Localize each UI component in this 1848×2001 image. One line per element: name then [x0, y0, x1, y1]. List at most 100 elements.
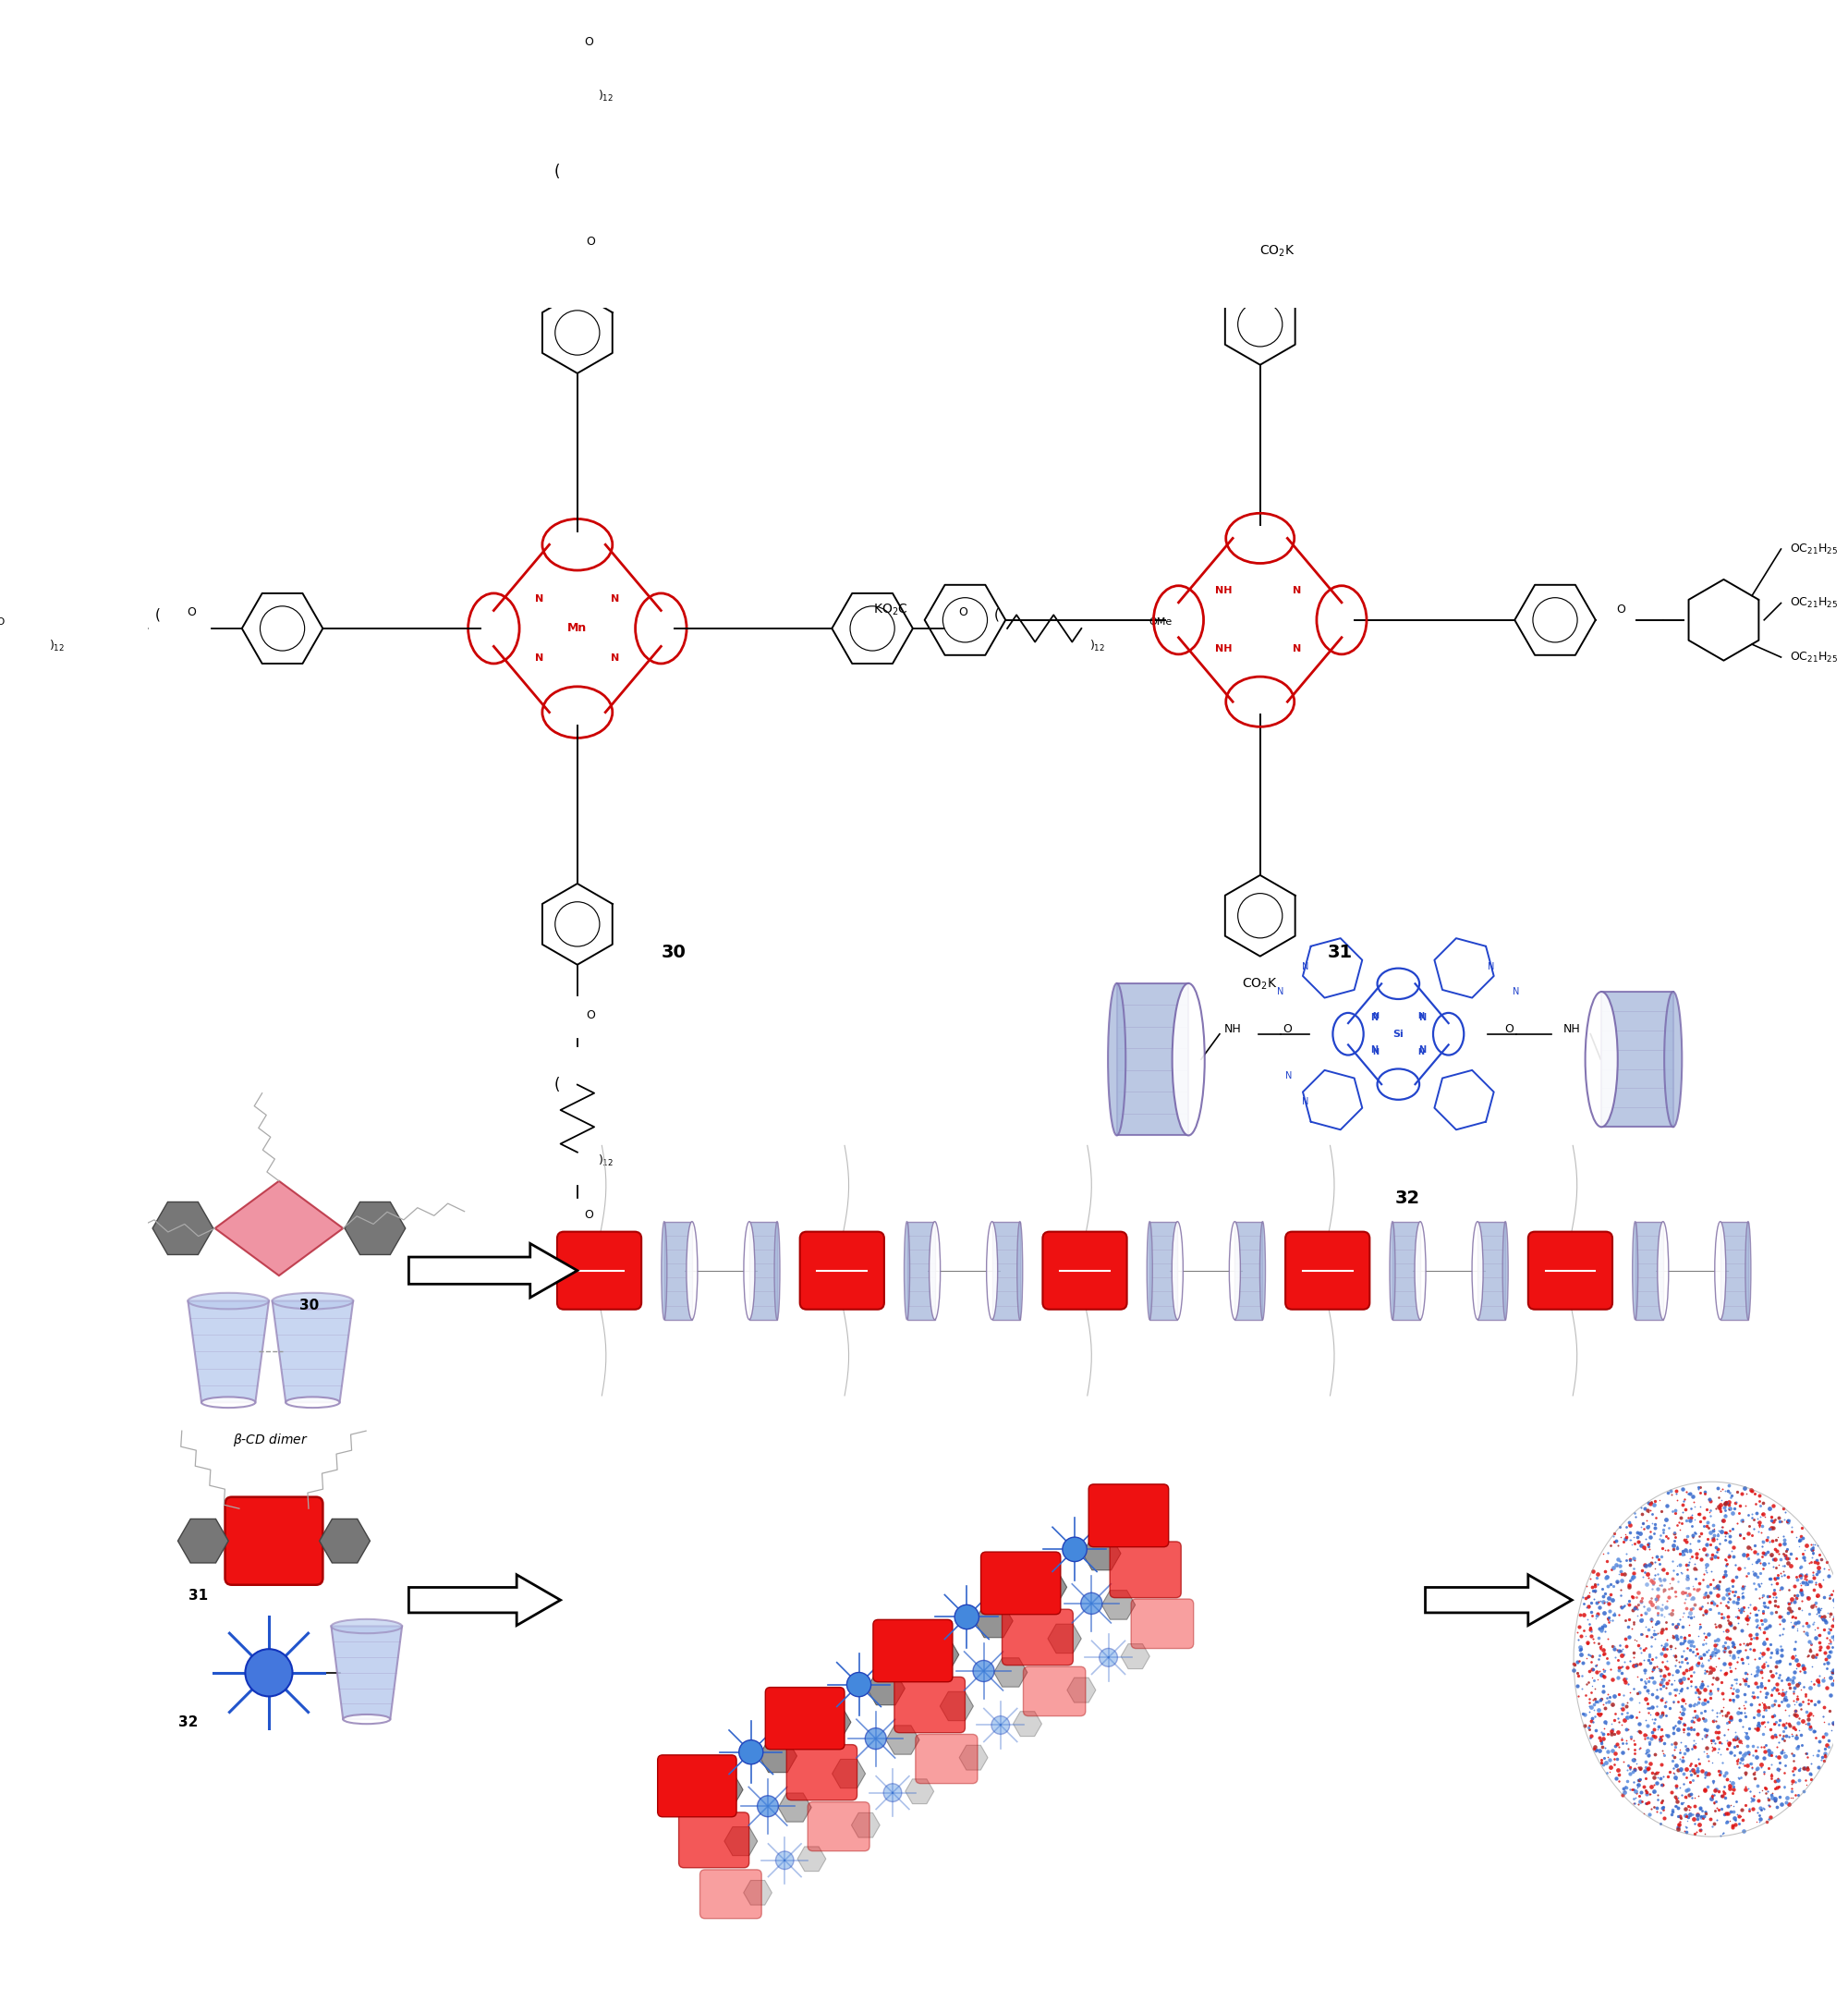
Text: 32: 32 [1395, 1189, 1419, 1207]
Polygon shape [1478, 1221, 1506, 1319]
Ellipse shape [1715, 1221, 1726, 1319]
Polygon shape [907, 1221, 935, 1319]
Text: N: N [536, 654, 543, 662]
Circle shape [974, 1661, 994, 1681]
Polygon shape [1392, 1221, 1421, 1319]
Circle shape [1063, 1537, 1087, 1561]
Text: Si: Si [1393, 1029, 1404, 1039]
FancyArrow shape [408, 1575, 560, 1625]
Text: 30: 30 [299, 1299, 320, 1313]
Text: 32: 32 [177, 1715, 198, 1729]
Text: 30: 30 [662, 944, 686, 962]
Text: N: N [612, 654, 619, 662]
Ellipse shape [1665, 992, 1682, 1127]
Circle shape [955, 1605, 979, 1629]
Polygon shape [1720, 1221, 1748, 1319]
Text: 31: 31 [1327, 944, 1353, 962]
Text: Mn: Mn [567, 622, 588, 634]
Circle shape [1081, 1593, 1101, 1615]
Polygon shape [1149, 1221, 1177, 1319]
Ellipse shape [1416, 1221, 1427, 1319]
Text: O: O [1504, 1023, 1514, 1035]
Text: N: N [1371, 1047, 1379, 1055]
Text: OMe: OMe [612, 1273, 634, 1283]
Ellipse shape [1172, 1221, 1183, 1319]
Polygon shape [188, 1301, 268, 1403]
Ellipse shape [662, 1221, 667, 1319]
Ellipse shape [1632, 1221, 1637, 1319]
Polygon shape [214, 1181, 344, 1275]
FancyBboxPatch shape [225, 1497, 323, 1585]
FancyBboxPatch shape [872, 1619, 952, 1683]
Text: NH: NH [1214, 586, 1233, 596]
FancyBboxPatch shape [800, 1233, 883, 1309]
Text: )$_{12}$: )$_{12}$ [50, 638, 65, 654]
Text: OC$_{21}$H$_{25}$: OC$_{21}$H$_{25}$ [1789, 596, 1837, 610]
FancyBboxPatch shape [1002, 1609, 1074, 1665]
Text: OC$_{21}$H$_{25}$: OC$_{21}$H$_{25}$ [1789, 650, 1837, 664]
Text: MeO: MeO [0, 616, 6, 626]
Text: N: N [1292, 586, 1301, 596]
FancyBboxPatch shape [1088, 1485, 1168, 1547]
Text: O: O [586, 1009, 595, 1021]
Ellipse shape [1260, 1221, 1266, 1319]
Polygon shape [992, 1221, 1020, 1319]
Ellipse shape [1390, 1221, 1395, 1319]
Text: CO$_2$K: CO$_2$K [1258, 244, 1295, 258]
Text: N: N [1373, 1049, 1379, 1057]
Ellipse shape [272, 1293, 353, 1309]
Circle shape [883, 1783, 902, 1801]
Ellipse shape [1745, 1221, 1750, 1319]
Text: N: N [1292, 644, 1301, 654]
Text: O: O [586, 236, 595, 248]
Ellipse shape [1229, 1221, 1240, 1319]
Circle shape [246, 1649, 292, 1697]
Ellipse shape [743, 1221, 754, 1319]
Text: N: N [1419, 1047, 1427, 1055]
Polygon shape [748, 1221, 778, 1319]
Text: N: N [1286, 1073, 1292, 1081]
Polygon shape [272, 1301, 353, 1403]
FancyBboxPatch shape [1528, 1233, 1613, 1309]
Text: N: N [1303, 1097, 1308, 1107]
Text: (: ( [554, 1077, 560, 1093]
FancyBboxPatch shape [981, 1553, 1061, 1615]
Ellipse shape [774, 1221, 780, 1319]
FancyBboxPatch shape [658, 1755, 737, 1817]
Text: $\beta$-CD dimer: $\beta$-CD dimer [233, 1431, 309, 1449]
Text: NH: NH [1223, 1023, 1242, 1035]
Text: N: N [1303, 962, 1308, 970]
Text: O: O [959, 606, 968, 618]
Circle shape [991, 1717, 1009, 1735]
Polygon shape [663, 1221, 691, 1319]
Ellipse shape [1658, 1221, 1669, 1319]
Ellipse shape [987, 1221, 998, 1319]
Text: N: N [1373, 1013, 1379, 1021]
Text: OC$_{21}$H$_{25}$: OC$_{21}$H$_{25}$ [1789, 542, 1837, 556]
Text: NH: NH [1214, 644, 1233, 654]
Text: )$_{12}$: )$_{12}$ [597, 88, 614, 104]
Polygon shape [331, 1627, 403, 1719]
Ellipse shape [904, 1221, 909, 1319]
Text: (: ( [994, 608, 1000, 622]
FancyBboxPatch shape [700, 1869, 761, 1919]
Polygon shape [1234, 1221, 1262, 1319]
Ellipse shape [1016, 1221, 1022, 1319]
Text: N: N [1417, 1049, 1425, 1057]
Polygon shape [1602, 992, 1672, 1127]
Text: O: O [1617, 604, 1626, 616]
FancyBboxPatch shape [787, 1745, 857, 1801]
FancyArrow shape [1425, 1575, 1573, 1625]
Text: N: N [1488, 962, 1495, 970]
Text: )$_{12}$: )$_{12}$ [1090, 638, 1105, 654]
Text: CO$_2$K: CO$_2$K [1242, 976, 1279, 992]
Circle shape [865, 1729, 887, 1749]
Polygon shape [1116, 982, 1188, 1135]
FancyBboxPatch shape [556, 1233, 641, 1309]
Circle shape [758, 1795, 778, 1817]
Text: KO$_2$C: KO$_2$C [872, 602, 907, 618]
Ellipse shape [188, 1293, 268, 1309]
FancyBboxPatch shape [915, 1735, 978, 1783]
Text: )$_{12}$: )$_{12}$ [597, 1153, 614, 1169]
Text: 31: 31 [188, 1589, 207, 1603]
